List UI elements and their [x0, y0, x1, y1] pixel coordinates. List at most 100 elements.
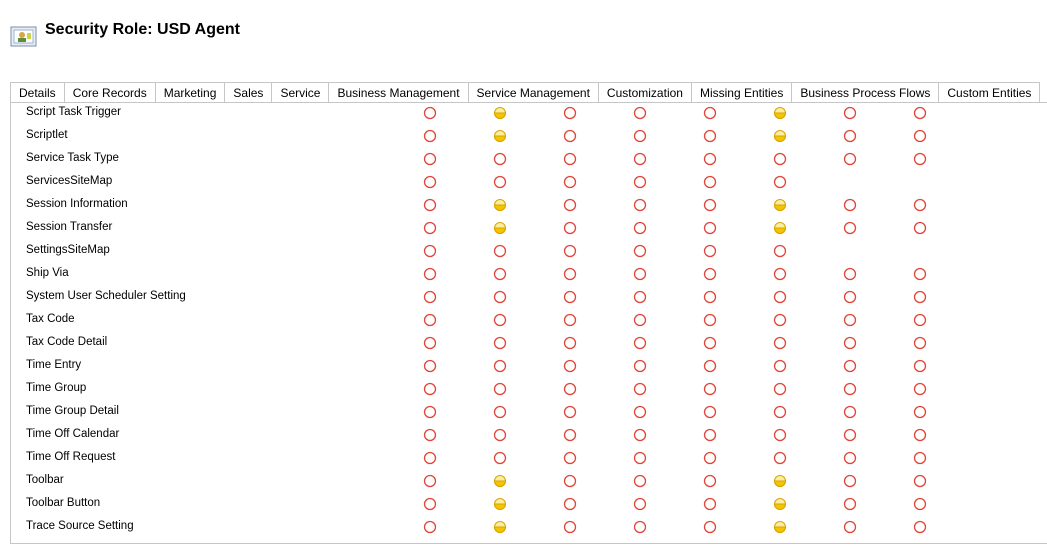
privilege-none[interactable] [913, 129, 927, 143]
privilege-none[interactable] [563, 520, 577, 534]
privilege-none[interactable] [563, 336, 577, 350]
privilege-none[interactable] [703, 474, 717, 488]
privilege-none[interactable] [773, 451, 787, 465]
privilege-none[interactable] [773, 313, 787, 327]
privilege-user[interactable] [493, 475, 507, 487]
privilege-none[interactable] [843, 451, 857, 465]
privilege-none[interactable] [913, 221, 927, 235]
privilege-none[interactable] [843, 129, 857, 143]
privilege-none[interactable] [843, 405, 857, 419]
privilege-none[interactable] [563, 106, 577, 120]
privilege-none[interactable] [773, 382, 787, 396]
privilege-user[interactable] [493, 199, 507, 211]
privilege-none[interactable] [843, 382, 857, 396]
privilege-none[interactable] [493, 290, 507, 304]
privilege-none[interactable] [843, 520, 857, 534]
privilege-none[interactable] [563, 290, 577, 304]
privilege-none[interactable] [913, 382, 927, 396]
privilege-none[interactable] [493, 313, 507, 327]
privilege-none[interactable] [493, 152, 507, 166]
privilege-none[interactable] [423, 405, 437, 419]
privilege-none[interactable] [843, 267, 857, 281]
privilege-none[interactable] [423, 474, 437, 488]
privilege-user[interactable] [773, 107, 787, 119]
privilege-none[interactable] [773, 267, 787, 281]
privilege-none[interactable] [423, 313, 437, 327]
privilege-none[interactable] [913, 451, 927, 465]
privilege-none[interactable] [423, 198, 437, 212]
privilege-user[interactable] [493, 222, 507, 234]
privilege-none[interactable] [843, 106, 857, 120]
privilege-none[interactable] [773, 244, 787, 258]
privilege-none[interactable] [913, 336, 927, 350]
privilege-none[interactable] [703, 198, 717, 212]
privilege-user[interactable] [773, 199, 787, 211]
privilege-none[interactable] [563, 474, 577, 488]
privilege-none[interactable] [423, 290, 437, 304]
privilege-none[interactable] [633, 474, 647, 488]
privilege-none[interactable] [703, 336, 717, 350]
tab[interactable]: Customization [597, 82, 691, 103]
privilege-none[interactable] [633, 175, 647, 189]
privilege-none[interactable] [703, 175, 717, 189]
privilege-none[interactable] [633, 290, 647, 304]
privilege-none[interactable] [633, 221, 647, 235]
privilege-none[interactable] [493, 175, 507, 189]
privilege-none[interactable] [423, 106, 437, 120]
privilege-none[interactable] [913, 497, 927, 511]
privilege-none[interactable] [493, 451, 507, 465]
privilege-user[interactable] [773, 475, 787, 487]
privilege-none[interactable] [493, 336, 507, 350]
privilege-none[interactable] [423, 152, 437, 166]
privilege-none[interactable] [493, 244, 507, 258]
privilege-none[interactable] [423, 520, 437, 534]
privilege-none[interactable] [703, 313, 717, 327]
privilege-none[interactable] [913, 405, 927, 419]
privilege-none[interactable] [563, 175, 577, 189]
privilege-none[interactable] [563, 244, 577, 258]
tab[interactable]: Details [10, 82, 64, 103]
privilege-none[interactable] [423, 451, 437, 465]
privilege-none[interactable] [773, 336, 787, 350]
privilege-none[interactable] [423, 244, 437, 258]
privilege-none[interactable] [843, 152, 857, 166]
privilege-none[interactable] [633, 244, 647, 258]
privilege-none[interactable] [633, 198, 647, 212]
privilege-none[interactable] [773, 290, 787, 304]
privilege-none[interactable] [773, 405, 787, 419]
tab[interactable]: Sales [224, 82, 272, 103]
privilege-none[interactable] [703, 405, 717, 419]
privilege-none[interactable] [563, 382, 577, 396]
privilege-user[interactable] [773, 130, 787, 142]
privilege-none[interactable] [633, 129, 647, 143]
privilege-user[interactable] [773, 498, 787, 510]
privilege-none[interactable] [633, 106, 647, 120]
privilege-none[interactable] [493, 428, 507, 442]
privilege-none[interactable] [913, 267, 927, 281]
privilege-none[interactable] [423, 382, 437, 396]
privilege-none[interactable] [563, 359, 577, 373]
tab[interactable]: Custom Entities [938, 82, 1041, 103]
privilege-none[interactable] [773, 175, 787, 189]
privilege-none[interactable] [843, 313, 857, 327]
privilege-none[interactable] [633, 428, 647, 442]
privilege-none[interactable] [843, 359, 857, 373]
privilege-none[interactable] [703, 290, 717, 304]
privilege-none[interactable] [703, 428, 717, 442]
privilege-none[interactable] [773, 359, 787, 373]
privilege-none[interactable] [703, 106, 717, 120]
privilege-none[interactable] [423, 175, 437, 189]
privilege-user[interactable] [773, 521, 787, 533]
privilege-none[interactable] [563, 405, 577, 419]
privilege-none[interactable] [703, 451, 717, 465]
privilege-none[interactable] [913, 359, 927, 373]
tab[interactable]: Business Process Flows [791, 82, 939, 103]
privilege-none[interactable] [563, 428, 577, 442]
privilege-none[interactable] [633, 267, 647, 281]
privilege-none[interactable] [563, 497, 577, 511]
privilege-user[interactable] [493, 107, 507, 119]
privilege-none[interactable] [913, 474, 927, 488]
privilege-none[interactable] [843, 221, 857, 235]
privilege-none[interactable] [703, 359, 717, 373]
privilege-none[interactable] [913, 313, 927, 327]
